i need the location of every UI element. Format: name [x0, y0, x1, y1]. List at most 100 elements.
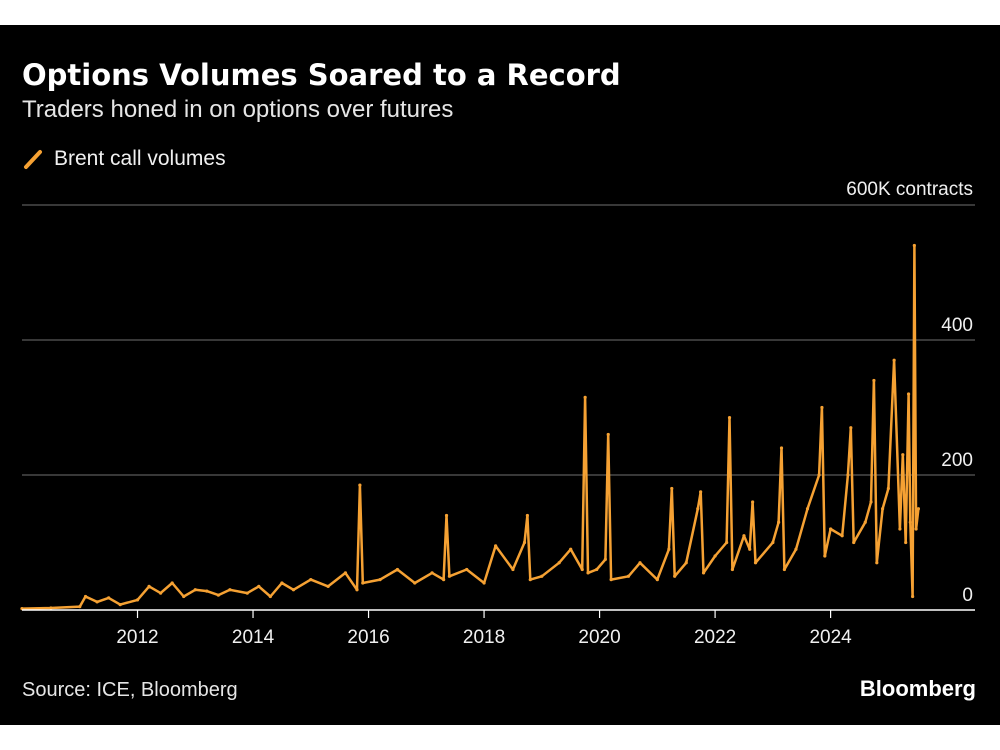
data-point — [482, 581, 486, 585]
x-tick-label-2020: 2020 — [578, 627, 620, 648]
data-point — [875, 561, 879, 565]
data-point — [343, 571, 348, 575]
chart-subtitle: Traders honed in on options over futures — [22, 96, 454, 123]
data-point — [361, 581, 365, 585]
series-line-0 — [21, 244, 920, 610]
chart-panel: Options Volumes Soared to a Record Trade… — [0, 25, 1000, 725]
data-point — [107, 596, 111, 600]
data-point — [358, 483, 362, 487]
data-point — [522, 540, 527, 545]
data-point — [911, 594, 915, 599]
data-point — [823, 554, 827, 558]
data-point — [699, 490, 703, 494]
data-point — [309, 578, 313, 582]
data-point — [540, 574, 544, 578]
data-point — [880, 507, 885, 511]
data-point — [840, 534, 844, 538]
data-point — [782, 567, 787, 572]
data-point — [528, 578, 532, 582]
data-point — [580, 567, 584, 572]
bloomberg-logo: Bloomberg — [859, 676, 976, 701]
x-tick-label-2018: 2018 — [463, 627, 505, 648]
y-tick-label-400: 400 — [941, 315, 973, 336]
data-point — [586, 571, 590, 575]
data-point — [170, 581, 174, 585]
data-point — [49, 606, 53, 610]
slash-icon — [24, 150, 42, 169]
data-point — [701, 571, 706, 575]
data-point — [869, 500, 873, 504]
y-unit-label: 600K contracts — [846, 179, 973, 200]
data-point — [228, 588, 232, 592]
data-point — [494, 544, 498, 548]
data-point — [696, 507, 700, 511]
data-point — [159, 591, 163, 595]
data-point — [216, 593, 220, 597]
x-tick-label-2014: 2014 — [232, 627, 275, 648]
chart-title: Options Volumes Soared to a Record — [22, 58, 621, 92]
data-point — [595, 567, 599, 572]
data-point — [444, 513, 449, 518]
x-tick-label-2016: 2016 — [347, 627, 389, 648]
data-point — [670, 486, 674, 491]
data-point — [193, 588, 197, 592]
data-point — [916, 507, 920, 511]
data-point — [447, 574, 452, 578]
x-tick-label-2024: 2024 — [809, 627, 852, 648]
y-tick-label-200: 200 — [941, 450, 973, 471]
data-point — [742, 534, 746, 538]
data-point — [465, 567, 469, 572]
data-point — [182, 594, 186, 599]
legend-label: Brent call volumes — [54, 147, 226, 170]
data-point — [326, 584, 330, 588]
data-point — [901, 453, 905, 457]
x-tick-label-2012: 2012 — [116, 627, 158, 648]
legend: Brent call volumes — [22, 145, 226, 173]
data-point — [355, 588, 359, 592]
source-note: Source: ICE, Bloomberg — [22, 679, 238, 701]
data-point — [777, 520, 781, 524]
data-point — [872, 378, 876, 383]
data-point — [655, 578, 659, 582]
data-point — [849, 426, 853, 430]
x-tick-label-2022: 2022 — [694, 627, 736, 648]
data-point — [886, 486, 890, 491]
data-point — [609, 578, 613, 582]
data-point — [817, 473, 821, 477]
data-point — [908, 520, 912, 524]
data-point — [779, 446, 784, 450]
data-point — [751, 500, 755, 504]
data-point — [378, 578, 382, 582]
data-point — [914, 527, 918, 531]
data-point — [667, 547, 671, 551]
y-tick-label-0: 0 — [962, 585, 973, 606]
data-point — [280, 581, 284, 585]
data-point — [892, 358, 896, 362]
data-point — [245, 591, 249, 595]
data-point — [904, 540, 908, 545]
data-point — [673, 574, 677, 578]
data-point — [413, 581, 417, 585]
data-point — [820, 405, 824, 410]
data-point — [912, 243, 916, 248]
data-point — [748, 547, 752, 551]
data-point — [395, 567, 400, 572]
data-point — [638, 561, 642, 565]
data-point — [794, 547, 798, 551]
data-point — [83, 594, 88, 599]
data-point — [78, 605, 82, 609]
data-point — [771, 540, 775, 545]
line-chart: 600K contracts 0 200 400 2012 2014 2016 2018 202… — [20, 179, 975, 648]
data-point — [684, 561, 688, 565]
data-point — [118, 603, 122, 607]
data-point — [727, 416, 732, 420]
data-point — [268, 594, 272, 599]
data-point — [147, 584, 151, 588]
data-point — [557, 561, 561, 565]
data-point — [430, 571, 434, 575]
data-point — [525, 513, 529, 518]
data-point — [511, 567, 515, 572]
data-point — [725, 540, 729, 545]
data-point — [603, 557, 607, 561]
data-point — [205, 589, 209, 593]
